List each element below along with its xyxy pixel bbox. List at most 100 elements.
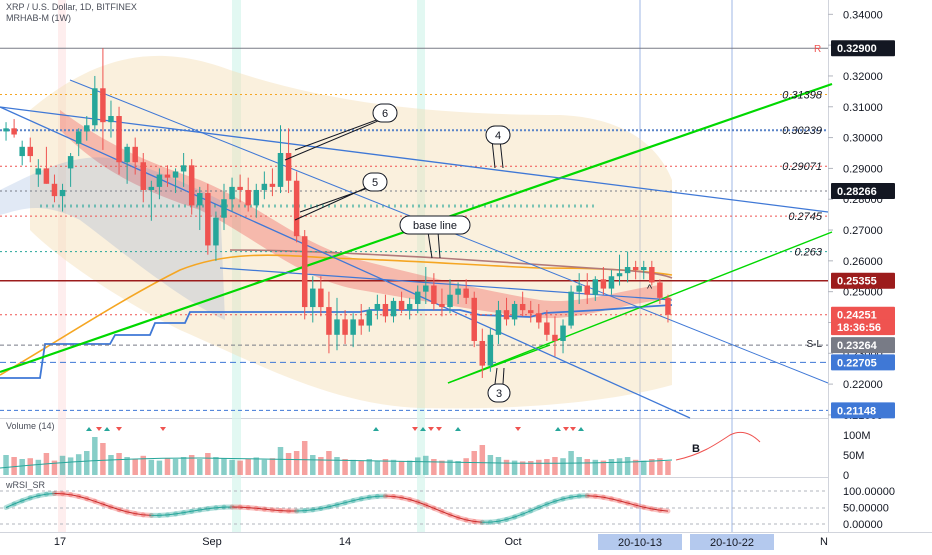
volume-bar [342,459,347,475]
volume-bar [36,460,41,475]
price-label-text: 0.21148 [837,405,876,417]
price-label-text: 0.23264 [837,340,878,352]
price-tick-label: 0.27000 [843,225,883,237]
volume-bar [625,457,630,475]
callout-3-text: 3 [496,388,502,400]
volume-bar [76,454,81,475]
candle-body [165,175,170,178]
candle-body [44,168,49,183]
time-highlight-label: 20-10-13 [618,537,662,549]
candle-body [52,184,57,196]
candle-body [439,304,444,307]
candle-body [237,187,242,190]
volume-bar [165,458,170,475]
volume-bar [294,451,299,475]
candle-body [100,88,105,122]
candle-body [124,147,129,162]
candle-body [657,282,662,297]
price-label-text: 18:36:56 [837,322,881,334]
volume-bar [584,459,589,475]
volume-bar [407,461,412,475]
candle-body [60,190,65,196]
volume-pane-title: Volume (14) [6,421,55,431]
candle-body [625,267,630,273]
vertical-highlight-red [58,0,66,532]
price-label-text: 0.32900 [837,43,877,55]
pane-divider-wrsi [0,477,828,478]
candle-body [415,292,420,304]
volume-bar [245,459,250,475]
volume-bar [536,460,541,475]
volume-bar [576,457,581,475]
candle-body [463,289,468,298]
volume-bar [504,460,509,475]
volume-tick-label: 100M [843,430,871,442]
callout-base-line-text: base line [413,220,457,232]
candle-body [544,322,549,334]
candle-body [270,184,275,187]
fib-label: 0.263 [794,247,822,259]
fib-label: 0.29071 [782,161,822,173]
candle-body [189,165,194,205]
candle-body [286,153,291,181]
volume-bar [270,458,275,475]
time-tick-label: Oct [504,536,521,548]
volume-bar [149,460,154,475]
price-tick-label: 0.30000 [843,133,883,145]
candle-body [367,310,372,325]
candle-body [205,193,210,245]
caret-marker: ^ [647,283,653,295]
fib-label: 0.2745 [788,211,823,223]
wrsi-tick-label: 0.00000 [843,519,883,531]
candle-body [76,131,81,143]
volume-bar [60,456,65,475]
candle-body [254,190,259,205]
candle-body [391,301,396,316]
candle-body [350,319,355,334]
volume-bar [463,458,468,475]
candle-body [399,301,404,310]
price-tick-label: 0.26000 [843,256,883,268]
candle-body [601,279,606,288]
candle-body [576,285,581,291]
price-label-text: 0.28266 [837,186,877,198]
candle-body [504,310,509,319]
candle-body [262,184,267,190]
candle-body [334,319,339,334]
callout-5-text: 5 [372,177,378,189]
time-highlight-label: 20-10-22 [710,537,754,549]
candle-body [229,187,234,199]
volume-bar [617,458,622,475]
time-tick-label: 14 [339,536,351,548]
candle-body [358,319,363,325]
candle-body [649,267,654,282]
candle-body [407,304,412,310]
volume-bar [552,457,557,475]
volume-bar [334,457,339,475]
wrsi-tick-label: 50.00000 [843,503,889,515]
candle-body [116,116,121,162]
candle-body [11,128,16,134]
candle-body [480,341,485,366]
volume-bar [116,453,121,475]
candle-body [342,319,347,334]
candle-body [447,295,452,307]
volume-bar [439,461,444,475]
candle-body [568,292,573,326]
candle-body [36,168,41,174]
volume-bar [358,461,363,475]
volume-bar [326,451,331,475]
chart-title: XRP / U.S. Dollar, 1D, BITFINEX [6,2,137,12]
volume-bar [560,458,565,475]
candle-body [617,273,622,276]
sl-label: S-L [806,339,822,350]
volume-bar [423,456,428,475]
volume-bar [496,457,501,475]
volume-bar [399,461,404,475]
volume-bar [28,458,33,475]
candle-body [455,289,460,295]
volume-bar [108,455,113,475]
candle-body [84,125,89,131]
candle-body [132,147,137,162]
